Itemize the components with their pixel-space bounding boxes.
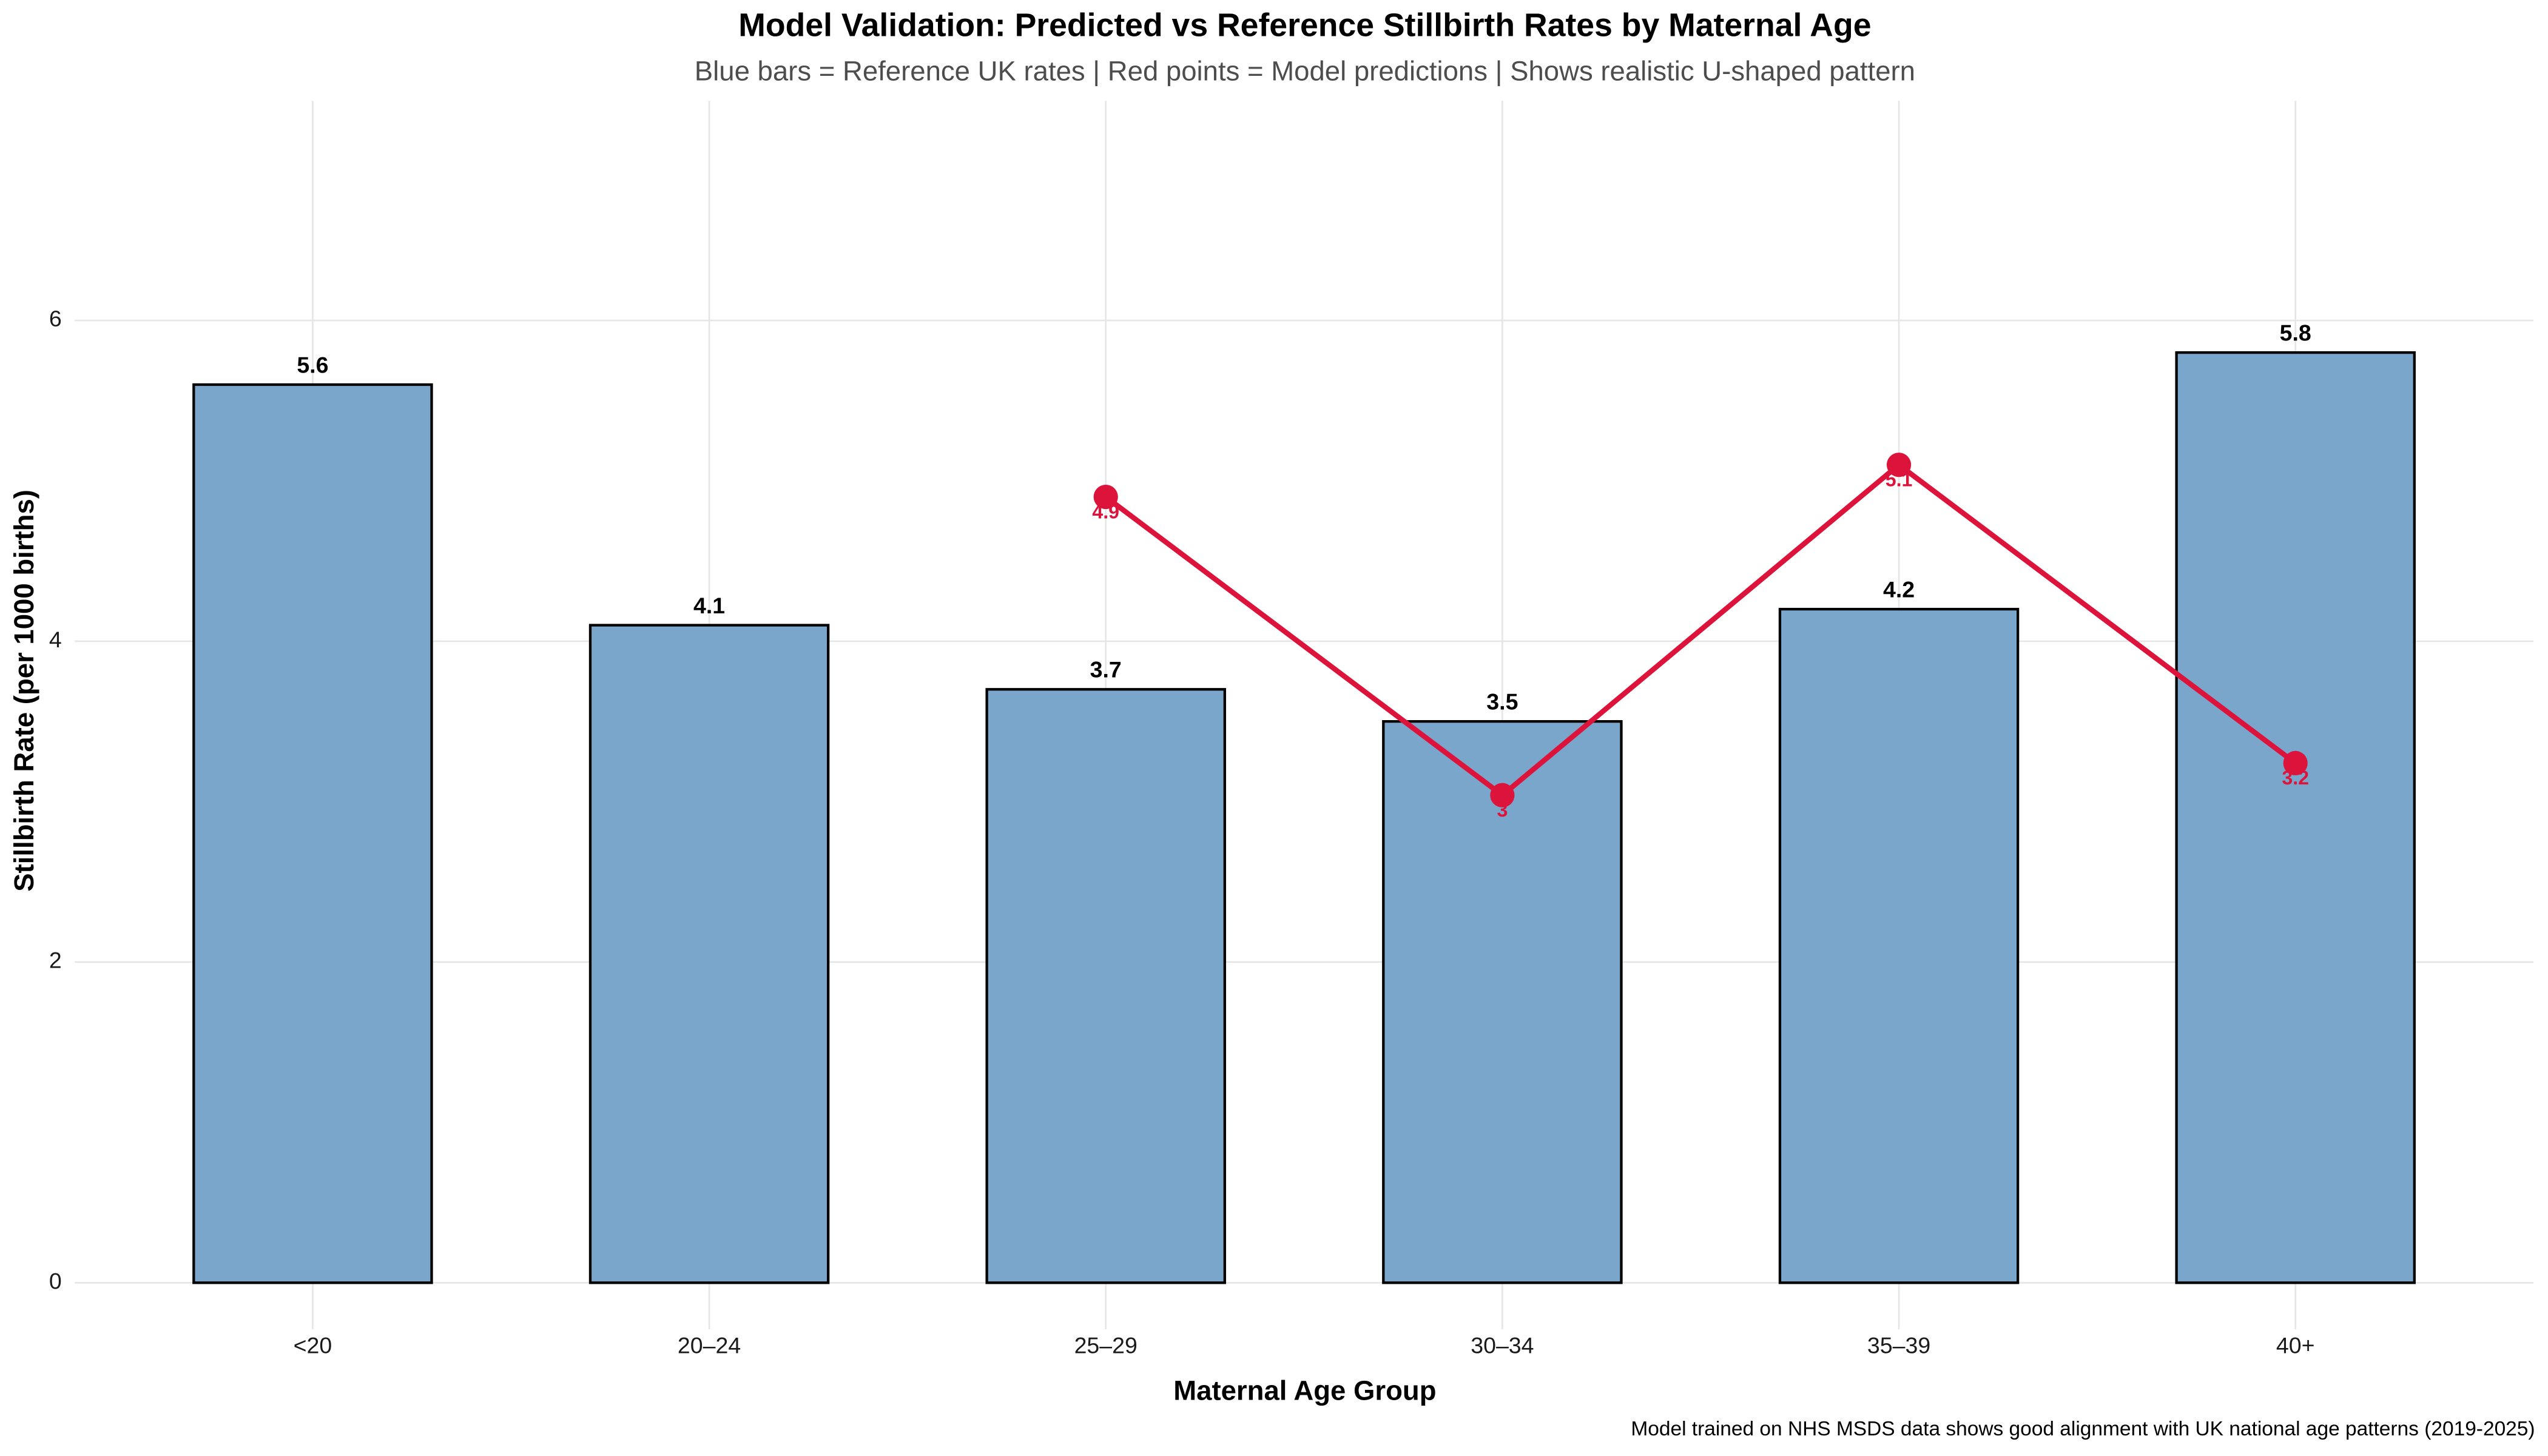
bar-value-label: 4.1 <box>693 593 725 618</box>
caption: Model trained on NHS MSDS data shows goo… <box>1631 1418 2535 1440</box>
x-axis-title: Maternal Age Group <box>1173 1375 1436 1406</box>
prediction-point <box>2283 750 2308 775</box>
x-tick-label: 20–24 <box>678 1332 741 1358</box>
bar-value-label: 5.6 <box>297 352 328 377</box>
x-tick-label: 40+ <box>2276 1332 2315 1358</box>
bar <box>1382 720 1623 1284</box>
bar <box>985 688 1226 1284</box>
x-tick-label: <20 <box>294 1332 332 1358</box>
bar <box>588 624 830 1284</box>
x-tick-label: 30–34 <box>1471 1332 1534 1358</box>
point-value-label: 5.1 <box>1886 468 1913 490</box>
y-tick-label: 6 <box>49 306 62 331</box>
y-axis-title: Stillbirth Rate (per 1000 births) <box>8 490 39 892</box>
bar <box>1778 607 2020 1284</box>
y-tick-label: 2 <box>49 948 62 973</box>
point-value-label: 4.9 <box>1092 500 1119 522</box>
prediction-line <box>1104 461 2297 799</box>
bar-value-label: 3.5 <box>1486 689 1518 715</box>
chart-title: Model Validation: Predicted vs Reference… <box>738 8 1871 44</box>
prediction-point <box>1490 783 1515 807</box>
x-tick-label: 25–29 <box>1074 1332 1138 1358</box>
y-tick-label: 0 <box>49 1268 62 1293</box>
chart-subtitle: Blue bars = Reference UK rates | Red poi… <box>695 56 1915 87</box>
x-tick-label: 35–39 <box>1867 1332 1930 1358</box>
bar-value-label: 5.8 <box>2280 320 2311 346</box>
point-value-label: 3 <box>1497 799 1508 821</box>
bar <box>2175 351 2416 1284</box>
prediction-point <box>1093 484 1118 510</box>
prediction-point <box>1886 453 1912 477</box>
bar <box>192 383 433 1284</box>
point-value-label: 3.2 <box>2282 767 2309 789</box>
y-tick-label: 4 <box>49 627 62 652</box>
bar-value-label: 4.2 <box>1883 577 1915 602</box>
bar-value-label: 3.7 <box>1090 657 1122 682</box>
